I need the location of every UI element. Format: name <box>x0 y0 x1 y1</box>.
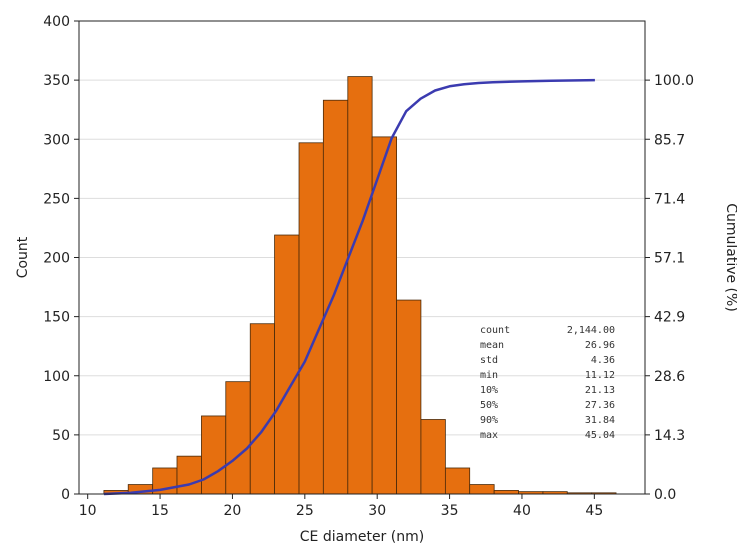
y-axis-ticks: 0 50 100 150 200 250 300 350 400 <box>43 14 79 503</box>
stats-value: 31.84 <box>585 415 615 426</box>
stats-table: count 2,144.00 mean 26.96 std 4.36 min 11.12 10%… <box>480 325 615 441</box>
histogram-bar <box>249 323 275 495</box>
y-axis-label: Count <box>15 236 31 278</box>
histogram-bars <box>103 76 617 495</box>
y2-tick-label: 85.7 <box>654 132 685 148</box>
y-tick-label: 350 <box>43 73 70 89</box>
stats-value: 21.13 <box>585 385 615 396</box>
x-tick-label: 30 <box>368 503 386 519</box>
y-tick-label: 50 <box>52 428 70 444</box>
histogram-bar <box>176 455 202 495</box>
y2-tick-label: 14.3 <box>654 428 685 444</box>
x-axis-label: CE diameter (nm) <box>300 529 424 545</box>
y2-tick-label: 57.1 <box>654 251 685 267</box>
stats-value: 45.04 <box>585 430 615 441</box>
stats-label: std <box>480 355 498 366</box>
x-tick-label: 45 <box>585 503 603 519</box>
x-tick-label: 10 <box>79 503 97 519</box>
histogram-bar <box>493 490 519 495</box>
y2-tick-label: 28.6 <box>654 369 685 385</box>
y-tick-label: 300 <box>43 132 70 148</box>
x-tick-label: 40 <box>513 503 531 519</box>
stats-value: 2,144.00 <box>567 325 615 336</box>
y-tick-label: 150 <box>43 310 70 326</box>
histogram-bar <box>396 299 422 495</box>
stats-value: 11.12 <box>585 370 615 381</box>
y-tick-label: 400 <box>43 14 70 30</box>
x-axis-ticks: 10 15 20 25 30 35 40 45 <box>79 494 603 519</box>
y2-tick-label: 0.0 <box>654 487 676 503</box>
stats-label: 50% <box>480 400 498 411</box>
y2-tick-label: 71.4 <box>654 191 685 207</box>
stats-label: 90% <box>480 415 498 426</box>
y2-axis-ticks: 0.0 14.3 28.6 42.9 57.1 71.4 85.7 100.0 <box>645 73 694 503</box>
x-tick-label: 15 <box>151 503 169 519</box>
histogram-bar <box>225 381 251 495</box>
stats-label: mean <box>480 340 504 351</box>
y2-tick-label: 42.9 <box>654 310 685 326</box>
stats-label: min <box>480 370 498 381</box>
x-tick-label: 20 <box>224 503 242 519</box>
histogram-bar <box>298 142 324 495</box>
histogram-bar <box>420 419 446 495</box>
x-tick-label: 25 <box>296 503 314 519</box>
cumulative-line <box>103 78 595 496</box>
histogram-bar <box>274 234 300 495</box>
histogram-bar <box>347 76 373 495</box>
y2-axis-label: Cumulative (%) <box>723 203 737 312</box>
y2-tick-label: 100.0 <box>654 73 694 89</box>
histogram-bar <box>322 99 349 495</box>
cumulative-line-group <box>103 78 595 496</box>
y-tick-label: 100 <box>43 369 70 385</box>
stats-label: max <box>480 430 498 441</box>
stats-label: 10% <box>480 385 498 396</box>
histogram-bar <box>201 415 227 495</box>
stats-value: 27.36 <box>585 400 615 411</box>
histogram-bar <box>469 484 495 495</box>
x-tick-label: 35 <box>441 503 459 519</box>
y-tick-label: 200 <box>43 251 70 267</box>
y-tick-label: 250 <box>43 191 70 207</box>
stats-value: 4.36 <box>591 355 615 366</box>
stats-value: 26.96 <box>585 340 615 351</box>
stats-label: count <box>480 325 510 336</box>
histogram-bar <box>444 467 471 495</box>
y-tick-label: 0 <box>61 487 70 503</box>
histogram-bar <box>371 136 397 495</box>
